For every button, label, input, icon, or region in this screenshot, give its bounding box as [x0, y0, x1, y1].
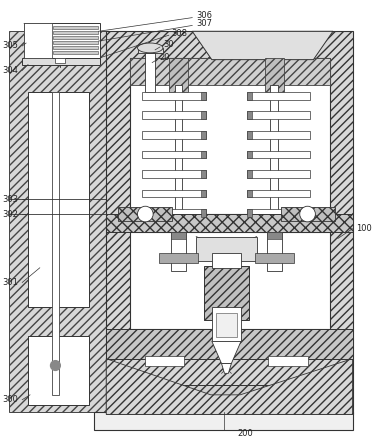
Text: 302: 302 — [3, 210, 19, 218]
Bar — [22, 58, 100, 65]
Text: 100: 100 — [356, 224, 372, 233]
Bar — [247, 170, 310, 178]
Bar — [247, 190, 310, 198]
Bar — [247, 131, 252, 139]
Bar — [201, 92, 206, 100]
Bar — [130, 58, 330, 214]
Text: 301: 301 — [3, 278, 19, 287]
Bar — [9, 31, 106, 412]
Bar — [142, 190, 206, 198]
Bar — [269, 356, 307, 365]
Bar — [106, 31, 353, 414]
Bar — [130, 58, 330, 85]
Bar — [270, 85, 278, 241]
Bar — [171, 232, 186, 240]
Bar — [201, 112, 206, 119]
Text: 30: 30 — [163, 40, 174, 50]
Bar — [201, 209, 206, 217]
Bar — [255, 253, 294, 263]
Bar — [201, 151, 206, 158]
Bar — [247, 151, 310, 158]
Text: 307: 307 — [196, 19, 212, 28]
Bar — [201, 131, 206, 139]
Bar — [247, 209, 310, 217]
Bar — [247, 170, 252, 178]
Bar — [175, 85, 183, 241]
Bar — [94, 412, 353, 430]
Circle shape — [300, 206, 315, 222]
Ellipse shape — [138, 43, 163, 53]
Bar — [159, 253, 198, 263]
Bar — [142, 151, 206, 158]
Text: 303: 303 — [3, 195, 19, 204]
Bar — [24, 23, 100, 58]
Bar — [28, 336, 89, 404]
Bar — [106, 329, 353, 359]
Bar — [171, 232, 186, 271]
Text: 300: 300 — [3, 395, 19, 404]
Text: 305: 305 — [3, 42, 19, 51]
Bar — [53, 46, 98, 49]
Bar — [53, 51, 98, 54]
Bar — [145, 356, 184, 365]
Bar — [201, 190, 206, 198]
Bar — [212, 307, 241, 341]
Bar — [247, 190, 252, 198]
Bar — [267, 232, 282, 271]
Bar — [53, 36, 98, 39]
Bar — [53, 31, 98, 34]
Bar — [267, 232, 282, 240]
Bar — [28, 92, 89, 307]
Bar — [281, 207, 335, 221]
Polygon shape — [106, 359, 353, 414]
Bar — [196, 237, 257, 261]
Text: 304: 304 — [3, 66, 19, 75]
Bar — [106, 214, 353, 232]
Bar — [247, 112, 252, 119]
Polygon shape — [192, 31, 333, 60]
Bar — [142, 92, 206, 100]
Bar — [142, 112, 206, 119]
Bar — [247, 151, 252, 158]
Bar — [212, 253, 241, 268]
Bar — [53, 41, 98, 44]
Bar — [247, 131, 310, 139]
Bar — [247, 209, 252, 217]
Bar — [247, 92, 252, 100]
Bar — [130, 232, 330, 329]
Bar — [142, 131, 206, 139]
Bar — [247, 112, 310, 119]
Bar — [216, 313, 237, 337]
Polygon shape — [221, 364, 232, 373]
Bar — [204, 266, 249, 319]
Bar — [24, 23, 52, 58]
Bar — [52, 92, 59, 395]
Text: 308: 308 — [172, 29, 188, 38]
Circle shape — [50, 361, 60, 370]
Bar — [201, 170, 206, 178]
Text: 20: 20 — [159, 53, 169, 62]
Bar — [106, 385, 353, 414]
Bar — [118, 207, 172, 221]
Bar — [264, 58, 284, 92]
Text: 200: 200 — [237, 429, 253, 439]
Bar — [145, 53, 155, 92]
Polygon shape — [212, 341, 241, 364]
Bar — [142, 209, 206, 217]
Text: 306: 306 — [196, 11, 212, 20]
Bar — [247, 92, 310, 100]
Bar — [169, 58, 188, 92]
Bar — [53, 27, 98, 29]
Bar — [55, 58, 65, 62]
Bar — [142, 170, 206, 178]
Circle shape — [138, 206, 153, 222]
Bar — [138, 48, 163, 53]
